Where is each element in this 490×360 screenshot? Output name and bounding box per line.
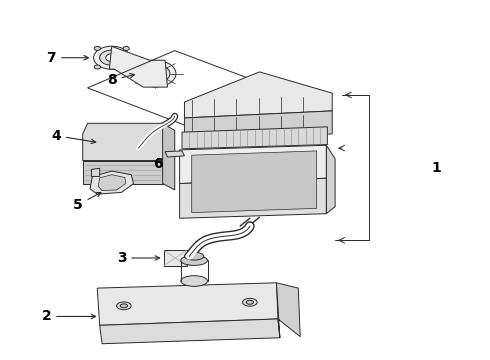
Ellipse shape — [94, 46, 100, 50]
Polygon shape — [184, 111, 332, 139]
Polygon shape — [98, 175, 126, 191]
Ellipse shape — [181, 256, 207, 265]
Polygon shape — [83, 123, 168, 161]
Ellipse shape — [148, 69, 163, 78]
Polygon shape — [192, 151, 317, 213]
Ellipse shape — [94, 65, 100, 69]
Polygon shape — [276, 283, 300, 338]
Text: 7: 7 — [47, 51, 88, 65]
Ellipse shape — [141, 64, 170, 83]
Ellipse shape — [181, 276, 207, 286]
Ellipse shape — [123, 65, 129, 69]
Ellipse shape — [246, 300, 253, 304]
Polygon shape — [163, 123, 175, 190]
Text: 6: 6 — [153, 157, 163, 171]
Ellipse shape — [120, 304, 127, 308]
Ellipse shape — [99, 50, 124, 65]
Ellipse shape — [117, 302, 131, 310]
Polygon shape — [90, 171, 134, 194]
Polygon shape — [180, 145, 326, 184]
Polygon shape — [83, 161, 163, 184]
Text: 5: 5 — [73, 193, 101, 212]
Polygon shape — [165, 151, 184, 157]
Polygon shape — [184, 72, 332, 118]
Polygon shape — [99, 319, 280, 344]
Ellipse shape — [135, 60, 176, 87]
Text: 4: 4 — [51, 129, 96, 144]
Ellipse shape — [106, 54, 118, 62]
Ellipse shape — [184, 252, 204, 260]
Polygon shape — [326, 145, 335, 214]
Text: 1: 1 — [432, 161, 441, 175]
Polygon shape — [109, 46, 168, 87]
Ellipse shape — [123, 46, 129, 50]
Polygon shape — [97, 283, 278, 325]
Text: 2: 2 — [42, 310, 96, 324]
Polygon shape — [182, 127, 327, 149]
Polygon shape — [92, 168, 99, 176]
Text: 8: 8 — [107, 73, 135, 87]
Text: 3: 3 — [117, 251, 160, 265]
Ellipse shape — [94, 46, 130, 69]
Ellipse shape — [243, 298, 257, 306]
Polygon shape — [164, 250, 187, 266]
Polygon shape — [180, 178, 326, 218]
